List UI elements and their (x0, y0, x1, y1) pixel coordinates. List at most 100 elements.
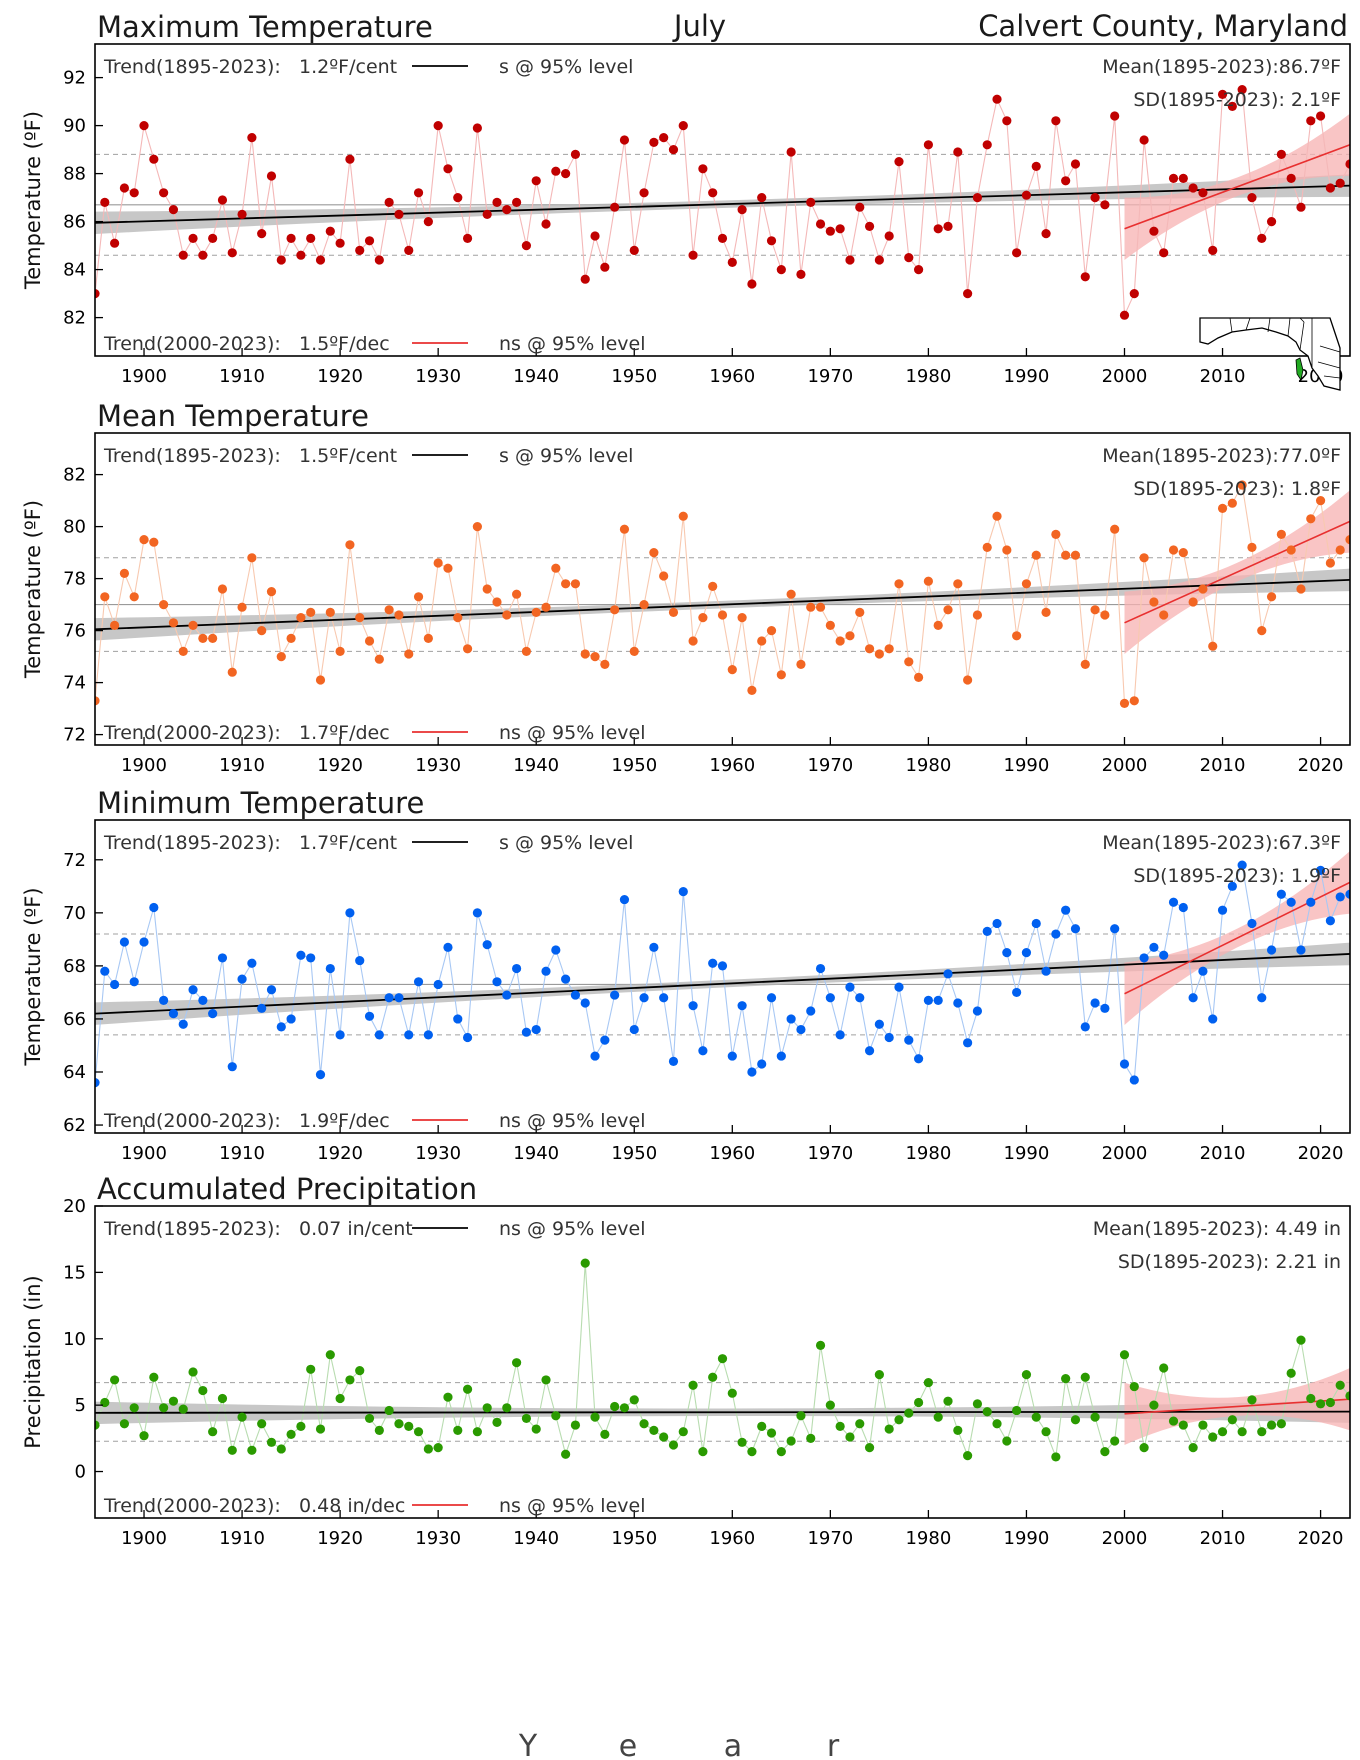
data-point (1345, 159, 1350, 169)
data-point (1306, 1393, 1316, 1404)
data-point (325, 1350, 335, 1360)
data-point (668, 607, 679, 618)
data-point (286, 1429, 296, 1439)
data-point (786, 1436, 796, 1446)
data-point (159, 995, 169, 1005)
data-point (708, 1372, 718, 1382)
data-point (237, 1412, 247, 1422)
data-point (1159, 610, 1169, 620)
data-point (433, 121, 443, 131)
x-tick-label: 1970 (807, 1528, 853, 1549)
data-point (1159, 1363, 1169, 1373)
data-point (188, 1367, 198, 1377)
data-point (1217, 905, 1228, 915)
data-point (698, 613, 708, 623)
x-tick-label: 1960 (709, 1528, 755, 1549)
data-point (110, 1375, 120, 1385)
data-point (423, 1030, 433, 1040)
data-point (757, 1421, 767, 1431)
data-point (580, 274, 590, 284)
data-point (1080, 1372, 1090, 1382)
trend-long-label: Trend(1895-2023): (103, 56, 281, 78)
data-point (796, 1411, 806, 1421)
data-point (766, 993, 777, 1003)
y-tick-label: 88 (63, 164, 86, 185)
data-point (531, 1424, 541, 1434)
data-point (1168, 1416, 1179, 1426)
data-point (717, 233, 728, 243)
data-point (668, 1440, 679, 1450)
data-point (217, 584, 228, 594)
data-point (247, 1445, 257, 1455)
data-point (1276, 529, 1286, 540)
y-tick-label: 72 (63, 725, 86, 746)
data-point (1021, 579, 1032, 589)
data-point (923, 140, 933, 150)
data-point (296, 250, 306, 260)
x-tick-label: 1950 (611, 755, 657, 776)
data-point (335, 646, 345, 657)
data-point (247, 133, 257, 143)
y-axis-label: Temperature (ºF) (21, 887, 45, 1066)
data-point (678, 121, 688, 131)
data-point (600, 1429, 610, 1439)
data-point (1257, 1427, 1267, 1437)
data-point (737, 205, 747, 215)
data-point (198, 1385, 208, 1396)
data-point (1178, 173, 1188, 183)
data-point (590, 231, 600, 241)
plot-area (95, 1258, 1350, 1462)
data-point (864, 1443, 875, 1453)
data-point (1119, 310, 1130, 320)
y-tick-label: 90 (63, 116, 86, 137)
data-point (364, 236, 375, 246)
data-point (404, 1030, 414, 1040)
data-point (472, 1427, 482, 1437)
data-point (629, 245, 639, 255)
trend-recent-value: 1.7ºF/dec (299, 722, 390, 744)
data-point (1031, 1412, 1041, 1422)
data-point (531, 176, 541, 186)
data-point (315, 675, 326, 685)
data-point (727, 1051, 737, 1061)
data-point (1090, 605, 1100, 615)
data-point (1247, 193, 1257, 203)
data-point (217, 953, 228, 963)
data-point (110, 620, 120, 631)
data-point (806, 602, 816, 612)
data-point (943, 221, 953, 231)
trend-recent-line (1124, 144, 1350, 230)
data-point (815, 1340, 826, 1351)
data-point (1296, 202, 1306, 212)
y-tick-label: 10 (63, 1329, 86, 1350)
x-tick-label: 1900 (121, 755, 167, 776)
data-point (972, 1399, 983, 1409)
data-point (1306, 514, 1316, 524)
trend-long-significance: s @ 95% level (499, 832, 633, 854)
data-point (453, 1425, 463, 1435)
data-point (982, 140, 992, 150)
y-tick-label: 86 (63, 212, 86, 233)
data-point (1139, 953, 1149, 963)
data-point (1266, 592, 1277, 602)
data-point (1286, 897, 1296, 907)
x-tick-label: 1920 (317, 1143, 363, 1164)
data-point (306, 1364, 316, 1374)
data-point (796, 269, 806, 279)
data-point (276, 652, 286, 662)
data-point (257, 229, 267, 239)
data-point (1061, 1373, 1071, 1384)
data-point (1070, 924, 1081, 934)
data-point (904, 1035, 914, 1045)
data-point (286, 1014, 296, 1024)
trend-recent-value: 0.48 in/dec (299, 1495, 405, 1517)
data-point (1041, 229, 1051, 239)
data-point (188, 233, 198, 243)
data-point (698, 1046, 708, 1056)
trend-recent-label: Trend(2000-2023): (103, 333, 281, 355)
data-point (1315, 865, 1326, 875)
data-point (835, 1030, 845, 1040)
data-point (1345, 889, 1350, 899)
data-point (374, 255, 384, 265)
data-point (1051, 929, 1061, 939)
